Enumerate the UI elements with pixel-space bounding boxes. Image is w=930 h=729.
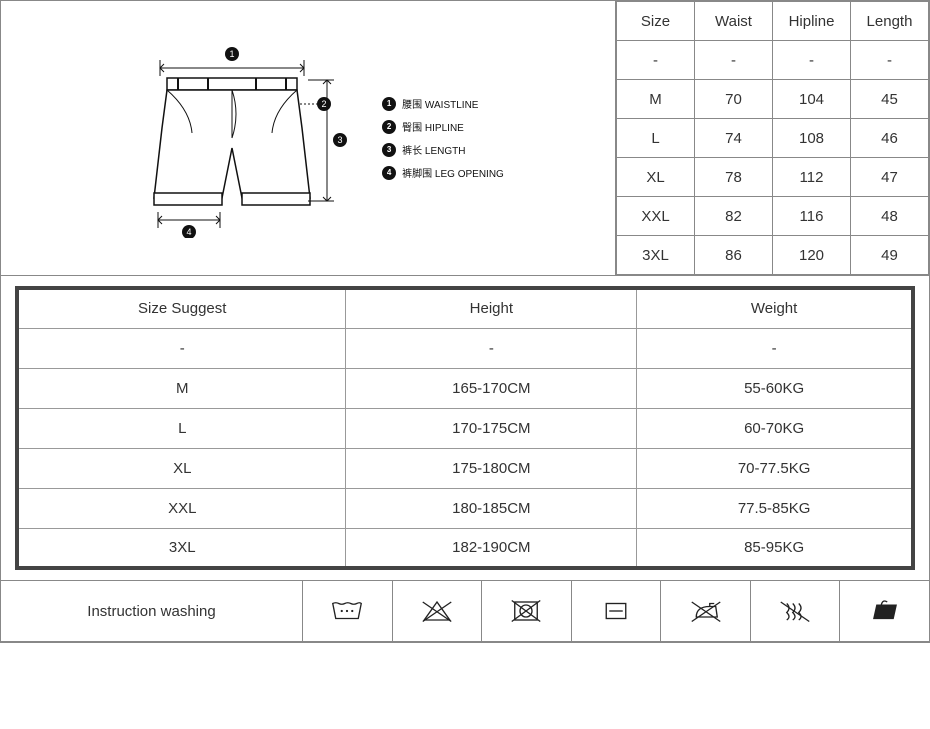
- col-header: Height: [346, 288, 637, 328]
- table-row: XXL 82 116 48: [617, 197, 929, 236]
- legend-marker-icon: 4: [382, 166, 396, 180]
- cell: M: [617, 80, 695, 119]
- svg-text:2: 2: [322, 99, 327, 109]
- cell: -: [851, 41, 929, 80]
- cell: 108: [773, 119, 851, 158]
- cell: 116: [773, 197, 851, 236]
- cell: 3XL: [617, 236, 695, 275]
- table-row: Size Suggest Height Weight: [17, 288, 913, 328]
- table-row: 3XL 86 120 49: [617, 236, 929, 275]
- cell: 74: [695, 119, 773, 158]
- no-iron-icon: [661, 581, 751, 641]
- col-header: Waist: [695, 2, 773, 41]
- diagram-area: 1: [1, 1, 616, 275]
- cell: -: [346, 328, 637, 368]
- no-bleach-icon: [393, 581, 483, 641]
- table-row: M 165-170CM 55-60KG: [17, 368, 913, 408]
- cell: 47: [851, 158, 929, 197]
- cell: 182-190CM: [346, 528, 637, 568]
- legend-list: 1 腰围 WAISTLINE 2 臀围 HIPLINE 3 裤长 LENGTH …: [382, 88, 504, 188]
- legend-label: 腰围 WAISTLINE: [402, 96, 478, 111]
- svg-text:4: 4: [187, 227, 192, 237]
- cell: 55-60KG: [637, 368, 913, 408]
- table-row: - - -: [17, 328, 913, 368]
- legend-label: 裤脚围 LEG OPENING: [402, 165, 504, 180]
- top-section: 1: [1, 1, 929, 276]
- cell: 70: [695, 80, 773, 119]
- cell: 60-70KG: [637, 408, 913, 448]
- legend-label: 臀围 HIPLINE: [402, 119, 464, 134]
- washing-label: Instruction washing: [1, 581, 303, 641]
- cell: L: [17, 408, 346, 448]
- legend-row: 1 腰围 WAISTLINE: [382, 96, 504, 111]
- cell: 70-77.5KG: [637, 448, 913, 488]
- cell: -: [617, 41, 695, 80]
- cell: 48: [851, 197, 929, 236]
- table-row: XL 78 112 47: [617, 158, 929, 197]
- cell: 3XL: [17, 528, 346, 568]
- cell: 175-180CM: [346, 448, 637, 488]
- cell: 120: [773, 236, 851, 275]
- washing-row: Instruction washing: [1, 580, 929, 642]
- cell: -: [695, 41, 773, 80]
- cell: 45: [851, 80, 929, 119]
- legend-marker-icon: 1: [382, 97, 396, 111]
- shorts-diagram-icon: 1: [112, 38, 352, 238]
- col-header: Size Suggest: [17, 288, 346, 328]
- no-wring-icon: [751, 581, 841, 641]
- col-header: Weight: [637, 288, 913, 328]
- cell: M: [17, 368, 346, 408]
- hand-wash-icon: [840, 581, 929, 641]
- cell: -: [773, 41, 851, 80]
- table-row: XL 175-180CM 70-77.5KG: [17, 448, 913, 488]
- cell: -: [17, 328, 346, 368]
- svg-text:1: 1: [230, 49, 235, 59]
- size-chart-container: 1: [0, 0, 930, 643]
- cell: XL: [617, 158, 695, 197]
- cell: 112: [773, 158, 851, 197]
- cell: 82: [695, 197, 773, 236]
- cell: 180-185CM: [346, 488, 637, 528]
- cell: 77.5-85KG: [637, 488, 913, 528]
- table-row: Size Waist Hipline Length: [617, 2, 929, 41]
- wash-30-icon: [303, 581, 393, 641]
- suggest-wrapper: Size Suggest Height Weight - - - M 165-1…: [1, 276, 929, 580]
- dry-flat-icon: [572, 581, 662, 641]
- cell: XXL: [617, 197, 695, 236]
- cell: -: [637, 328, 913, 368]
- cell: 86: [695, 236, 773, 275]
- table-row: - - - -: [617, 41, 929, 80]
- size-table: Size Waist Hipline Length - - - - M 70 1…: [616, 1, 929, 275]
- legend-marker-icon: 2: [382, 120, 396, 134]
- col-header: Length: [851, 2, 929, 41]
- legend-row: 2 臀围 HIPLINE: [382, 119, 504, 134]
- table-row: M 70 104 45: [617, 80, 929, 119]
- cell: 49: [851, 236, 929, 275]
- cell: XL: [17, 448, 346, 488]
- cell: 78: [695, 158, 773, 197]
- col-header: Size: [617, 2, 695, 41]
- no-tumble-dry-icon: [482, 581, 572, 641]
- washing-icons: [303, 581, 929, 641]
- table-row: L 74 108 46: [617, 119, 929, 158]
- table-row: 3XL 182-190CM 85-95KG: [17, 528, 913, 568]
- cell: 46: [851, 119, 929, 158]
- cell: 104: [773, 80, 851, 119]
- col-header: Hipline: [773, 2, 851, 41]
- table-row: XXL 180-185CM 77.5-85KG: [17, 488, 913, 528]
- legend-row: 3 裤长 LENGTH: [382, 142, 504, 157]
- cell: 165-170CM: [346, 368, 637, 408]
- legend-marker-icon: 3: [382, 143, 396, 157]
- legend-row: 4 裤脚围 LEG OPENING: [382, 165, 504, 180]
- cell: 85-95KG: [637, 528, 913, 568]
- svg-text:3: 3: [338, 135, 343, 145]
- cell: XXL: [17, 488, 346, 528]
- cell: L: [617, 119, 695, 158]
- suggest-table: Size Suggest Height Weight - - - M 165-1…: [15, 286, 915, 570]
- table-row: L 170-175CM 60-70KG: [17, 408, 913, 448]
- cell: 170-175CM: [346, 408, 637, 448]
- legend-label: 裤长 LENGTH: [402, 142, 465, 157]
